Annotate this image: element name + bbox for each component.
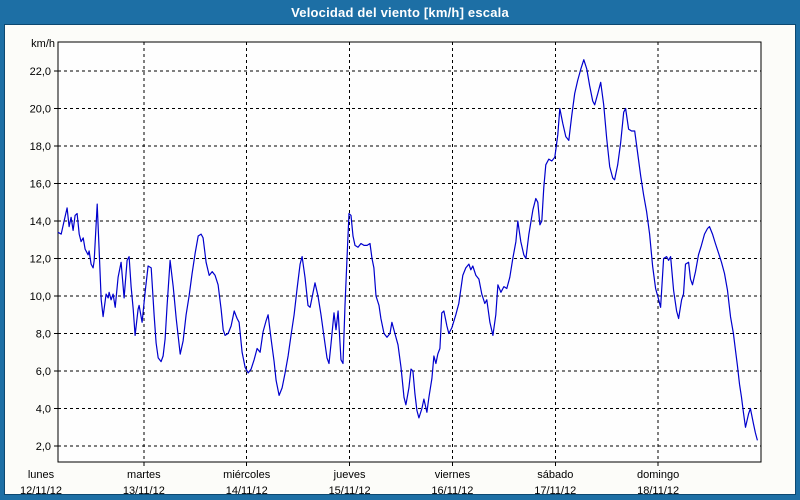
y-unit-label: km/h [31, 38, 55, 50]
y-tick-label: 16,0 [30, 179, 51, 191]
day-date-label: 17/11/12 [534, 485, 576, 496]
day-name-label: miércoles [223, 469, 271, 481]
day-name-label: viernes [435, 469, 471, 481]
day-date-label: 15/11/12 [329, 485, 371, 496]
plot-border [57, 41, 762, 463]
day-date-label: 12/11/12 [20, 485, 62, 496]
day-date-label: 18/11/12 [637, 485, 679, 496]
day-name-label: sábado [537, 469, 573, 481]
day-date-label: 14/11/12 [226, 485, 268, 496]
y-tick-label: 14,0 [30, 216, 51, 228]
y-tick-label: 20,0 [30, 104, 51, 116]
day-date-label: 16/11/12 [431, 485, 473, 496]
wind-speed-chart: 2,0 4,0 6,0 8,0 10,0 12,0 14,0 16,0 18,0 20,0 22,0… [20, 41, 762, 496]
chart-area: 2,0 4,0 6,0 8,0 10,0 12,0 14,0 16,0 18,0 20,0 22,0… [4, 24, 796, 496]
day-name-label: jueves [333, 469, 366, 481]
chart-title: Velocidad del viento [km/h] escala [291, 4, 509, 20]
day-name-label: martes [127, 469, 161, 481]
y-tick-label: 22,0 [30, 66, 51, 78]
y-tick-label: 4,0 [36, 404, 51, 416]
day-name-label: domingo [637, 469, 679, 481]
y-tick-label: 10,0 [30, 291, 51, 303]
y-tick-label: 6,0 [36, 366, 51, 378]
y-tick-label: 8,0 [36, 329, 51, 341]
y-tick-label: 2,0 [36, 441, 51, 453]
day-name-label: lunes [28, 469, 55, 481]
day-date-label: 13/11/12 [123, 485, 165, 496]
wind-speed-line [57, 59, 758, 441]
title-bar: Velocidad del viento [km/h] escala [0, 0, 800, 24]
y-tick-label: 12,0 [30, 254, 51, 266]
y-tick-label: 18,0 [30, 141, 51, 153]
